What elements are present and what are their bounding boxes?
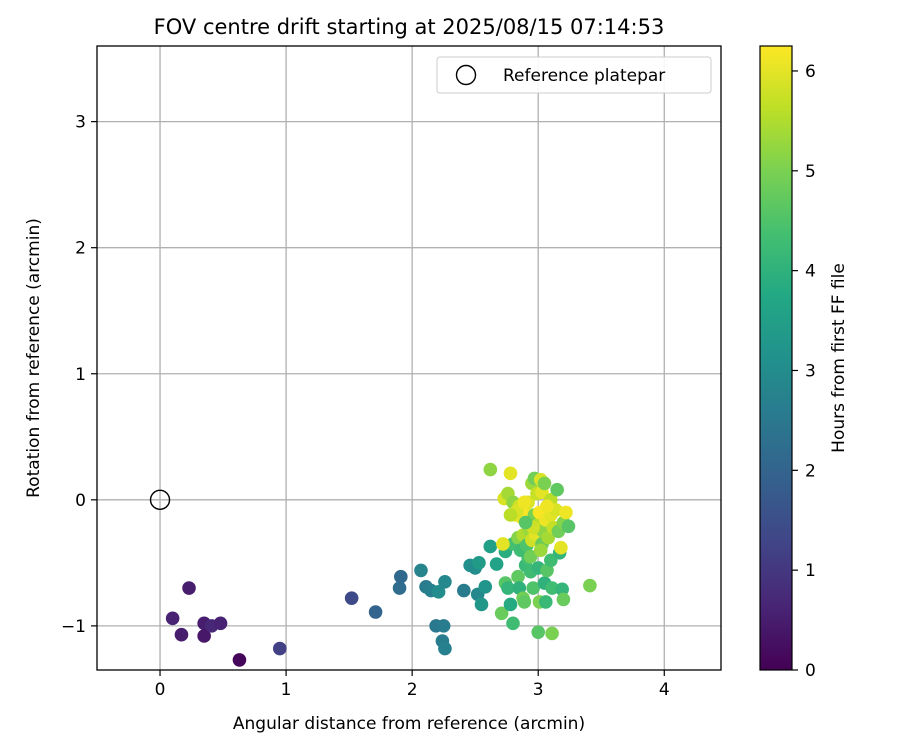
data-point (483, 462, 498, 477)
data-point (182, 581, 196, 595)
data-point (368, 605, 383, 619)
data-point (272, 641, 287, 656)
plot-frame (96, 45, 722, 671)
data-point (232, 653, 247, 667)
data-point (550, 482, 564, 497)
data-point (174, 627, 189, 642)
data-point (545, 626, 559, 641)
data-point (394, 569, 408, 584)
data-point (583, 578, 597, 593)
colorbar-label: Hours from first FF file (829, 263, 849, 453)
data-point (538, 595, 553, 609)
data-point (436, 619, 451, 633)
data-point (554, 540, 568, 555)
x-tick-label: 1 (281, 680, 292, 700)
colorbar: 0 1 2 3 4 5 6 Hours from first FF file (759, 45, 849, 681)
data-point (517, 495, 532, 510)
colorbar-ticks: 0 1 2 3 4 5 6 (792, 62, 816, 681)
y-tick-label: −1 (61, 617, 86, 637)
data-point (541, 530, 556, 545)
data-point (457, 583, 471, 598)
reference-point (149, 489, 171, 511)
colorbar-gradient (759, 45, 793, 671)
colorbar-tick-label: 3 (805, 361, 816, 381)
data-point (506, 616, 520, 631)
legend-entry-reference-platepar: Reference platepar (503, 66, 665, 86)
data-points (165, 462, 597, 667)
data-point (561, 519, 576, 534)
data-point (531, 625, 546, 639)
grid (97, 46, 721, 670)
data-point (503, 466, 518, 481)
data-point (213, 616, 228, 631)
data-point (438, 574, 452, 589)
data-point (501, 581, 515, 595)
colorbar-tick-label: 4 (805, 262, 816, 282)
data-point (523, 549, 538, 564)
colorbar-tick-label: 2 (805, 461, 816, 481)
data-point (511, 569, 525, 584)
y-tick-label: 1 (75, 365, 86, 385)
data-point (478, 580, 493, 594)
data-point (559, 505, 573, 520)
data-point (555, 582, 569, 597)
x-axis-label: Angular distance from reference (arcmin) (233, 714, 585, 734)
data-point (474, 597, 489, 612)
legend-marker-open-circle (455, 64, 477, 86)
data-point (494, 606, 509, 621)
data-point (544, 553, 558, 568)
y-axis-label: Rotation from reference (arcmin) (24, 218, 44, 498)
y-tick-label: 3 (75, 113, 86, 133)
data-point (545, 581, 559, 595)
data-point (165, 611, 180, 626)
data-point (496, 537, 510, 551)
data-point (556, 592, 571, 607)
colorbar-tick-label: 5 (805, 162, 816, 182)
data-point (518, 515, 533, 530)
data-point (414, 563, 428, 578)
data-point (540, 499, 554, 513)
y-tick-label: 0 (75, 491, 86, 511)
x-tick-label: 2 (407, 680, 418, 700)
y-axis-ticks: −1 0 1 2 3 (61, 113, 97, 637)
data-point (472, 556, 486, 570)
colorbar-tick-label: 0 (805, 661, 816, 681)
x-tick-label: 3 (533, 680, 544, 700)
data-point (537, 476, 552, 491)
x-tick-label: 0 (155, 680, 166, 700)
data-point (526, 581, 540, 595)
data-point (489, 557, 504, 571)
x-tick-label: 4 (659, 680, 670, 700)
colorbar-tick-label: 1 (805, 561, 816, 581)
data-point (197, 629, 211, 643)
legend-box (436, 56, 712, 94)
data-point (503, 597, 518, 612)
reference-marker (149, 489, 171, 511)
data-point (503, 508, 518, 522)
x-axis-ticks: 0 1 2 3 4 (155, 670, 670, 700)
data-point (483, 539, 498, 554)
data-point (392, 581, 407, 595)
data-point (438, 641, 452, 656)
data-point (344, 591, 359, 605)
chart-title: FOV centre drift starting at 2025/08/15 … (154, 15, 665, 39)
y-tick-label: 2 (75, 239, 86, 259)
legend: Reference platepar (436, 56, 712, 94)
data-point (533, 543, 548, 558)
colorbar-tick-label: 6 (805, 62, 816, 82)
data-point (517, 595, 532, 609)
data-point (431, 585, 446, 599)
